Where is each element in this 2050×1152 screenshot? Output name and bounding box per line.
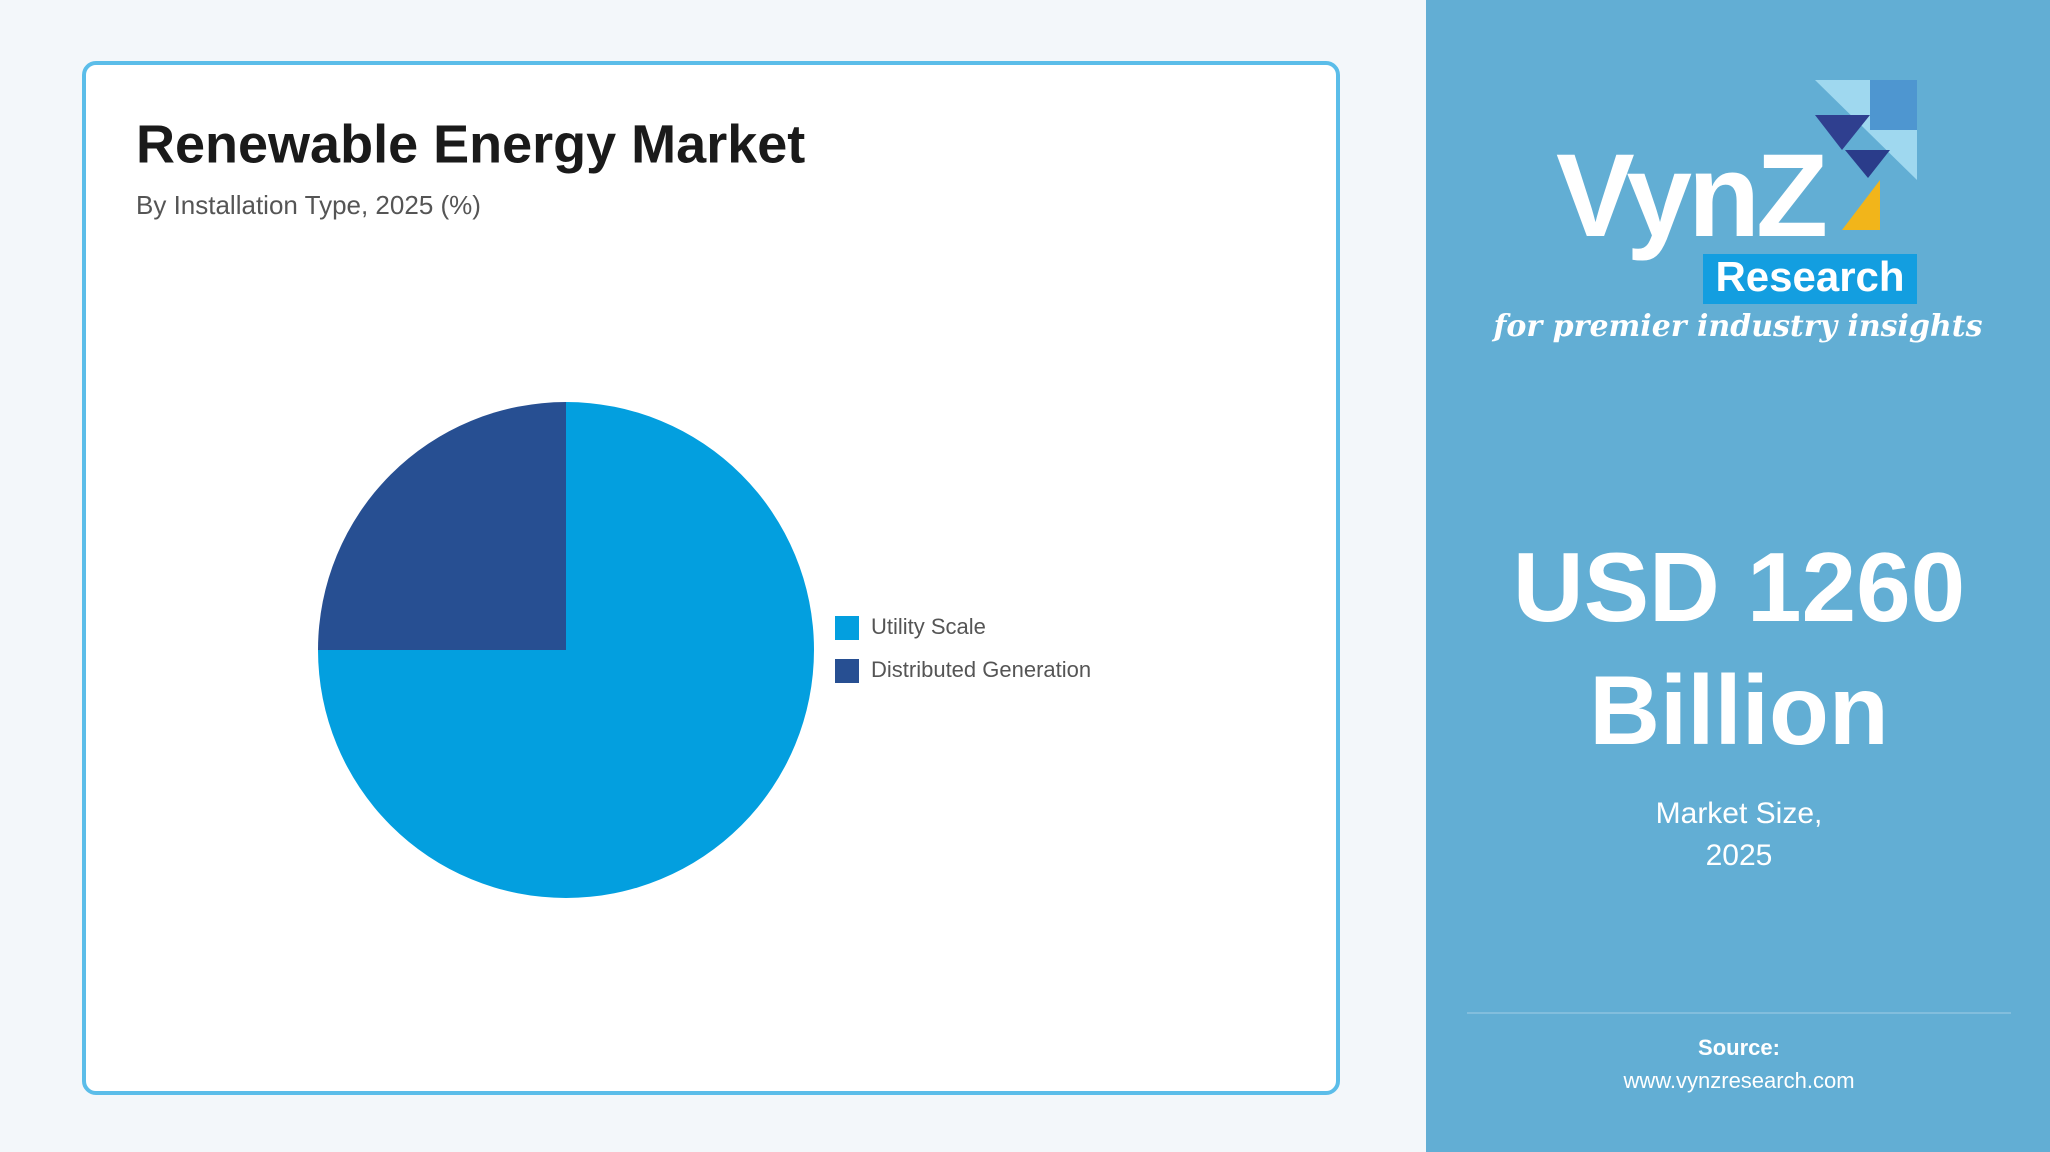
logo-shape (1815, 115, 1870, 150)
legend-label: Distributed Generation (871, 657, 1091, 682)
pie-slice (318, 402, 566, 650)
logo-tagline: for premier industry insights (1492, 309, 1983, 344)
legend-swatch (835, 659, 859, 683)
logo-shape (1870, 80, 1917, 130)
chart-title: Renewable Energy Market (136, 114, 805, 174)
logo-shape (1842, 180, 1880, 230)
sidebar (1426, 0, 2050, 1152)
pie (318, 402, 814, 898)
legend-label: Utility Scale (871, 614, 986, 639)
chart-subtitle: By Installation Type, 2025 (%) (136, 190, 481, 220)
headline-value: USD 1260 (1513, 532, 1965, 642)
logo-badge: Research (1715, 253, 1904, 300)
headline-caption: 2025 (1706, 839, 1773, 872)
logo-badge-bg (1703, 254, 1917, 304)
legend-swatch (835, 616, 859, 640)
headline-unit: Billion (1589, 655, 1888, 765)
logo: VynZ Research for premier industry insig… (1492, 80, 1983, 344)
source-label: Source: (1698, 1035, 1780, 1060)
logo-shape (1845, 150, 1890, 178)
source-url[interactable]: www.vynzresearch.com (1622, 1068, 1854, 1093)
headline-caption: Market Size, (1656, 797, 1823, 830)
logo-name: VynZ (1556, 130, 1825, 262)
